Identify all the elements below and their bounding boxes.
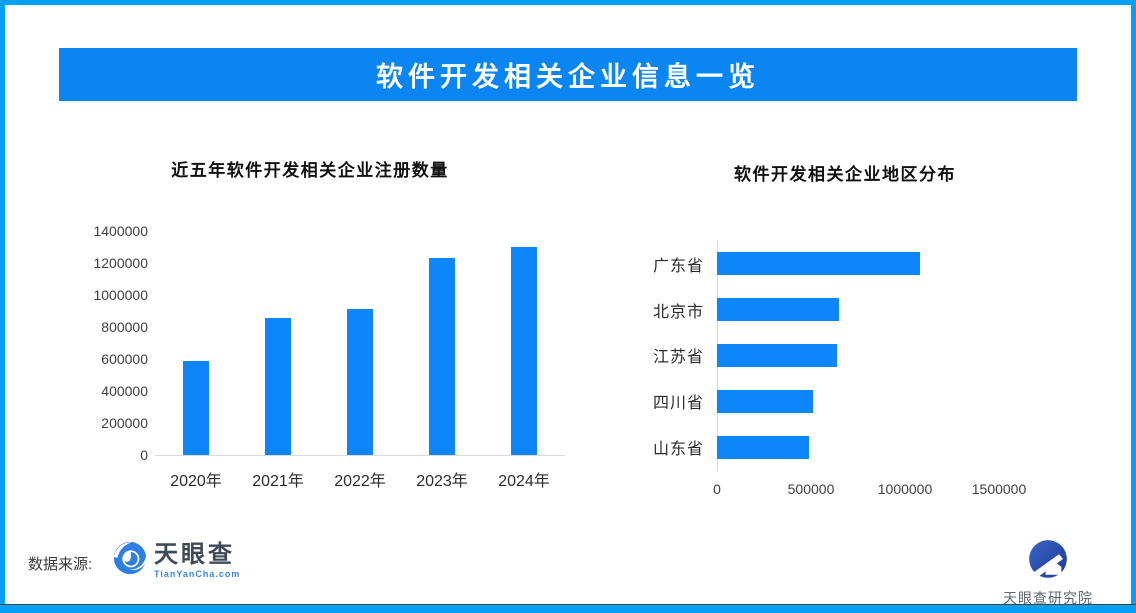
region-row-江苏省: 江苏省	[630, 343, 1100, 367]
y-tick-label: 1000000	[93, 287, 148, 303]
frame-border-left	[0, 0, 5, 613]
page-title-banner: 软件开发相关企业信息一览	[59, 48, 1077, 101]
tianyancha-logo: 天眼查 TianYanCha.com	[113, 541, 240, 580]
regions-x-axis: 0 500000 1000000 1500000	[630, 481, 1110, 501]
x-tick-label: 2023年	[416, 473, 468, 490]
registrations-x-axis: 2020年 2021年 2022年 2023年 2024年	[155, 467, 565, 491]
x-tick-label: 0	[713, 481, 721, 497]
x-tick-label: 2022年	[334, 473, 386, 490]
y-tick-label: 1200000	[93, 255, 148, 271]
tianyancha-eye-icon	[113, 541, 147, 580]
bar-山东省	[717, 435, 809, 459]
registrations-chart-title: 近五年软件开发相关企业注册数量	[171, 161, 449, 180]
bar-2023年	[429, 258, 455, 455]
frame-border-right	[1131, 0, 1136, 613]
bar-江苏省	[717, 343, 837, 367]
bar-2020年	[183, 361, 209, 455]
region-row-广东省: 广东省	[630, 252, 1100, 276]
bar-2021年	[265, 318, 291, 455]
bar-2024年	[511, 247, 537, 455]
region-label: 四川省	[652, 395, 704, 413]
region-label: 广东省	[652, 257, 704, 275]
region-row-北京市: 北京市	[630, 298, 1100, 322]
region-row-四川省: 四川省	[630, 389, 1100, 413]
x-tick-label: 500000	[787, 481, 835, 497]
bar-四川省	[717, 389, 813, 413]
registrations-bars	[155, 231, 565, 455]
bar-广东省	[717, 252, 920, 276]
region-label: 北京市	[652, 303, 704, 321]
frame-border-top	[0, 0, 1136, 5]
registrations-plot-area	[155, 231, 565, 456]
y-tick-label: 1400000	[93, 223, 148, 239]
page-title: 软件开发相关企业信息一览	[376, 62, 760, 92]
x-tick-label: 2024年	[498, 473, 550, 490]
region-label: 江苏省	[652, 349, 704, 367]
x-tick-label: 1500000	[971, 481, 1027, 497]
data-source-label: 数据来源:	[28, 556, 93, 573]
y-tick-label: 400000	[101, 383, 148, 399]
tianyancha-url: TianYanCha.com	[154, 568, 241, 579]
tianyancha-name: 天眼查	[154, 540, 235, 568]
x-tick-label: 2020年	[170, 473, 222, 490]
frame-border-bottom	[0, 604, 1136, 613]
y-tick-label: 200000	[101, 415, 148, 431]
y-tick-label: 800000	[101, 319, 148, 335]
x-tick-label: 2021年	[252, 473, 304, 490]
research-institute-icon	[1024, 537, 1072, 586]
bar-北京市	[717, 298, 839, 322]
tianyancha-wordmark: 天眼查 TianYanCha.com	[154, 540, 241, 579]
regions-bars: 广东省北京市江苏省四川省山东省	[630, 241, 1100, 470]
y-tick-label: 0	[140, 447, 148, 463]
region-row-山东省: 山东省	[630, 435, 1100, 459]
x-tick-label: 1000000	[877, 481, 933, 497]
research-institute-name: 天眼查研究院	[1003, 590, 1093, 606]
y-tick-label: 600000	[101, 351, 148, 367]
regions-chart-title: 软件开发相关企业地区分布	[734, 165, 956, 184]
research-institute-logo: 天眼查研究院	[1000, 537, 1096, 608]
region-label: 山东省	[652, 441, 704, 459]
bar-2022年	[347, 309, 373, 455]
